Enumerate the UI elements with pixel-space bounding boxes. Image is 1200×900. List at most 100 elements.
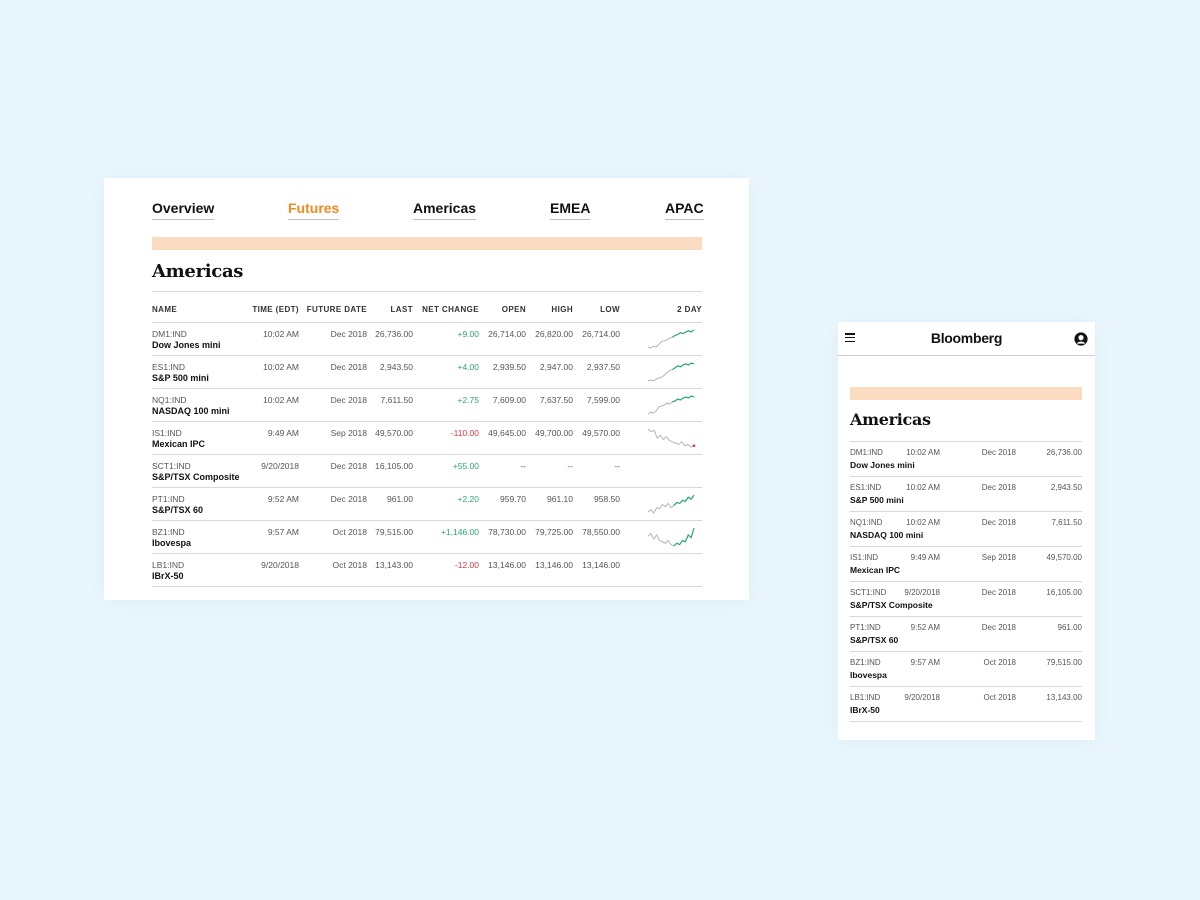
- list-item[interactable]: ES1:IND S&P 500 mini 10:02 AM Dec 2018 2,943…: [850, 477, 1082, 512]
- table-row[interactable]: LB1:IND IBrX-50 9/20/2018 Oct 2018 13,143.00…: [152, 554, 702, 587]
- row-net-change: +55.00: [452, 461, 479, 471]
- user-icon[interactable]: [1074, 332, 1088, 346]
- row-future-date: Dec 2018: [981, 483, 1016, 492]
- sparkline-current-day: [672, 329, 695, 338]
- row-last: 26,736.00: [1046, 448, 1082, 457]
- row-low: 13,146.00: [582, 560, 620, 570]
- row-last: 16,105.00: [375, 461, 413, 471]
- row-ticker[interactable]: NQ1:IND: [152, 395, 187, 405]
- row-future-date: Dec 2018: [330, 362, 367, 372]
- column-header-time[interactable]: TIME (EDT): [252, 305, 299, 314]
- row-high: 49,700.00: [535, 428, 573, 438]
- row-name[interactable]: NASDAQ 100 mini: [152, 406, 230, 416]
- tab-overview[interactable]: Overview: [152, 200, 215, 220]
- row-ticker: BZ1:IND: [850, 658, 881, 667]
- row-name: Dow Jones mini: [850, 460, 915, 470]
- row-time: 10:02 AM: [906, 448, 940, 457]
- tab-emea[interactable]: EMEA: [550, 200, 591, 220]
- row-open: --: [520, 461, 526, 471]
- row-name[interactable]: S&P/TSX 60: [152, 505, 204, 515]
- row-ticker[interactable]: ES1:IND: [152, 362, 186, 372]
- row-name: Ibovespa: [850, 670, 887, 680]
- row-name[interactable]: Ibovespa: [152, 538, 192, 548]
- row-net-change: +9.00: [457, 329, 479, 339]
- market-tabs: Overview Futures Americas EMEA APAC: [152, 200, 704, 220]
- row-net-change: -110.00: [450, 428, 479, 438]
- row-open: 26,714.00: [488, 329, 526, 339]
- row-time: 9:57 AM: [267, 527, 299, 537]
- row-low: 958.50: [594, 494, 620, 504]
- column-header-open[interactable]: OPEN: [501, 305, 526, 314]
- sparkline-prior-day: [647, 369, 673, 382]
- row-time: 10:02 AM: [263, 329, 299, 339]
- row-ticker: NQ1:IND: [850, 518, 883, 527]
- row-name[interactable]: S&P 500 mini: [152, 373, 209, 383]
- row-name: IBrX-50: [850, 705, 880, 715]
- row-last: 13,143.00: [1046, 693, 1082, 702]
- row-future-date: Dec 2018: [330, 329, 367, 339]
- row-high: 7,637.50: [539, 395, 573, 405]
- tab-futures[interactable]: Futures: [288, 200, 340, 220]
- row-name[interactable]: IBrX-50: [152, 571, 184, 581]
- brand-logo[interactable]: Bloomberg: [930, 330, 1003, 346]
- list-item[interactable]: SCT1:IND S&P/TSX Composite 9/20/2018 Dec 20…: [850, 582, 1082, 617]
- list-item[interactable]: BZ1:IND Ibovespa 9:57 AM Oct 2018 79,515.00: [850, 652, 1082, 687]
- column-header-last[interactable]: LAST: [390, 305, 413, 314]
- sparkline-prior-day: [647, 532, 675, 547]
- list-item[interactable]: LB1:IND IBrX-50 9/20/2018 Oct 2018 13,143.00: [850, 687, 1082, 722]
- menu-icon[interactable]: [845, 333, 855, 343]
- sparkline-prior-day: [647, 336, 673, 349]
- table-row[interactable]: PT1:IND S&P/TSX 60 9:52 AM Dec 2018 961.00 +2…: [152, 488, 702, 521]
- table-row[interactable]: IS1:IND Mexican IPC 9:49 AM Sep 2018 49,570.…: [152, 422, 702, 455]
- table-row[interactable]: ES1:IND S&P 500 mini 10:02 AM Dec 2018 2,943…: [152, 356, 702, 389]
- row-ticker[interactable]: LB1:IND: [152, 560, 185, 570]
- row-low: 2,937.50: [586, 362, 620, 372]
- row-open: 959.70: [500, 494, 526, 504]
- sparkline-2-day: [647, 395, 695, 415]
- column-header-net-change[interactable]: NET CHANGE: [422, 305, 479, 314]
- row-ticker[interactable]: BZ1:IND: [152, 527, 185, 537]
- row-name[interactable]: S&P/TSX Composite: [152, 472, 240, 482]
- row-name[interactable]: Mexican IPC: [152, 439, 206, 449]
- column-header-2-day[interactable]: 2 DAY: [677, 305, 702, 314]
- list-item[interactable]: DM1:IND Dow Jones mini 10:02 AM Dec 2018 26,…: [850, 442, 1082, 477]
- row-ticker[interactable]: SCT1:IND: [152, 461, 191, 471]
- list-item[interactable]: NQ1:IND NASDAQ 100 mini 10:02 AM Dec 2018 7,…: [850, 512, 1082, 547]
- row-time: 10:02 AM: [263, 362, 299, 372]
- sparkline-2-day: [647, 428, 696, 448]
- sparkline-prior-day: [647, 401, 673, 415]
- row-last: 13,143.00: [375, 560, 413, 570]
- column-header-low[interactable]: LOW: [600, 305, 620, 314]
- row-last: 79,515.00: [1046, 658, 1082, 667]
- row-last: 79,515.00: [375, 527, 413, 537]
- row-future-date: Dec 2018: [330, 494, 367, 504]
- column-header-high[interactable]: HIGH: [551, 305, 573, 314]
- row-future-date: Sep 2018: [330, 428, 367, 438]
- table-row[interactable]: BZ1:IND Ibovespa 9:57 AM Oct 2018 79,515.00 +…: [152, 521, 702, 554]
- table-header: NAME TIME (EDT) FUTURE DATE LAST NET CHA…: [152, 291, 702, 323]
- table-row[interactable]: NQ1:IND NASDAQ 100 mini 10:02 AM Dec 2018 7,…: [152, 389, 702, 422]
- mobile-futures-table: DM1:IND Dow Jones mini 10:02 AM Dec 2018 26,…: [850, 441, 1082, 722]
- row-time: 9:57 AM: [910, 658, 940, 667]
- tab-americas[interactable]: Americas: [413, 200, 477, 220]
- table-row[interactable]: DM1:IND Dow Jones mini 10:02 AM Dec 2018 26,…: [152, 323, 702, 356]
- tab-apac[interactable]: APAC: [665, 200, 704, 220]
- row-high: 79,725.00: [535, 527, 573, 537]
- row-future-date: Dec 2018: [981, 518, 1016, 527]
- sparkline-2-day: [647, 329, 695, 349]
- list-item[interactable]: IS1:IND Mexican IPC 9:49 AM Sep 2018 49,570.…: [850, 547, 1082, 582]
- column-header-future-date[interactable]: FUTURE DATE: [306, 305, 367, 314]
- row-future-date: Dec 2018: [330, 461, 367, 471]
- sparkline-2-day: [647, 527, 695, 547]
- list-item[interactable]: PT1:IND S&P/TSX 60 9:52 AM Dec 2018 961.00: [850, 617, 1082, 652]
- row-net-change: +4.00: [457, 362, 479, 372]
- page-title: Americas: [152, 261, 244, 282]
- row-ticker[interactable]: DM1:IND: [152, 329, 187, 339]
- table-row[interactable]: SCT1:IND S&P/TSX Composite 9/20/2018 Dec 20…: [152, 455, 702, 488]
- sparkline-2-day: [647, 494, 695, 514]
- row-name[interactable]: Dow Jones mini: [152, 340, 221, 350]
- row-ticker[interactable]: PT1:IND: [152, 494, 185, 504]
- row-ticker[interactable]: IS1:IND: [152, 428, 182, 438]
- sparkline-current-day: [672, 441, 695, 448]
- column-header-name[interactable]: NAME: [152, 305, 178, 314]
